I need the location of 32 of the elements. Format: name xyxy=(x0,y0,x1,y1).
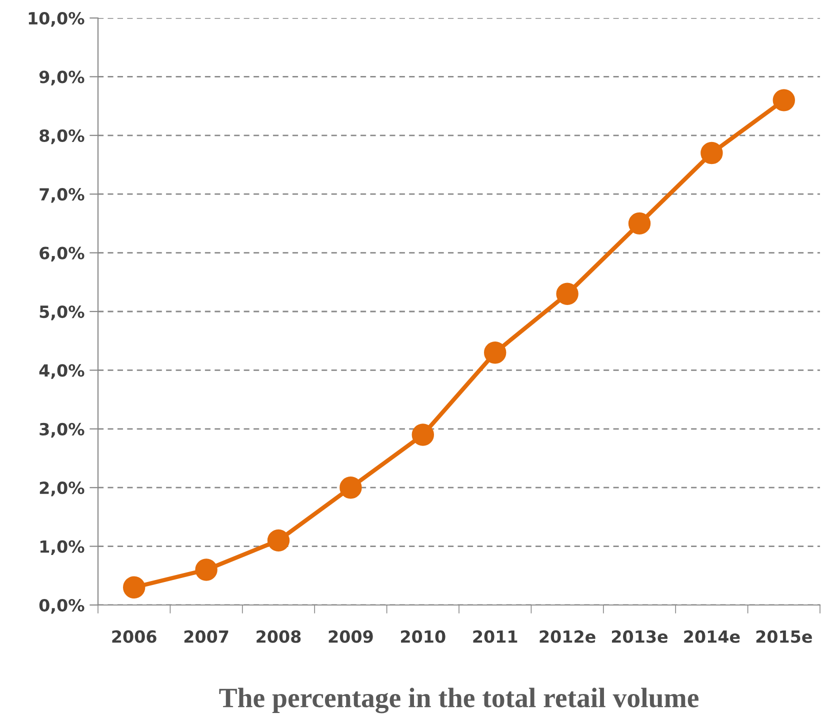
x-tick-label: 2013e xyxy=(612,630,668,643)
y-tick-label: 8,0% xyxy=(40,129,84,144)
y-tick-label: 6,0% xyxy=(40,246,84,262)
x-tick-label: 2008 xyxy=(256,630,301,643)
point xyxy=(556,282,578,305)
point xyxy=(412,424,434,446)
y-tick-label: 3,0% xyxy=(40,422,84,438)
point xyxy=(484,341,506,364)
point xyxy=(700,142,723,164)
y-tick-label: 10,0% xyxy=(28,12,84,27)
y-tick-label: 1,0% xyxy=(40,540,84,555)
point xyxy=(628,212,651,235)
point xyxy=(122,576,146,598)
x-tick-label: 2006 xyxy=(112,630,156,643)
x-tick-label: 2015e xyxy=(756,630,812,643)
x-tick-label: 2009 xyxy=(328,630,373,643)
x-tick-label: 2010 xyxy=(401,630,446,643)
point xyxy=(195,558,218,581)
y-tick-label: 0,0% xyxy=(39,598,84,614)
point xyxy=(340,476,362,499)
x-tick-label: 2007 xyxy=(184,630,228,643)
x-axis-title: The percentage in the total retail volume xyxy=(219,688,698,714)
x-tick-label: 2014e xyxy=(684,630,740,643)
y-tick-label: 5,0% xyxy=(40,305,84,320)
y-tick-label: 4,0% xyxy=(39,364,84,379)
point xyxy=(772,89,796,112)
y-tick-label: 2,0% xyxy=(40,482,84,496)
y-tick-label: 9,0% xyxy=(39,70,84,86)
y-tick-label: 7,0% xyxy=(40,188,84,203)
point xyxy=(267,529,290,552)
x-tick-label: 2011 xyxy=(473,630,518,643)
x-tick-label: 2012e xyxy=(540,630,596,643)
